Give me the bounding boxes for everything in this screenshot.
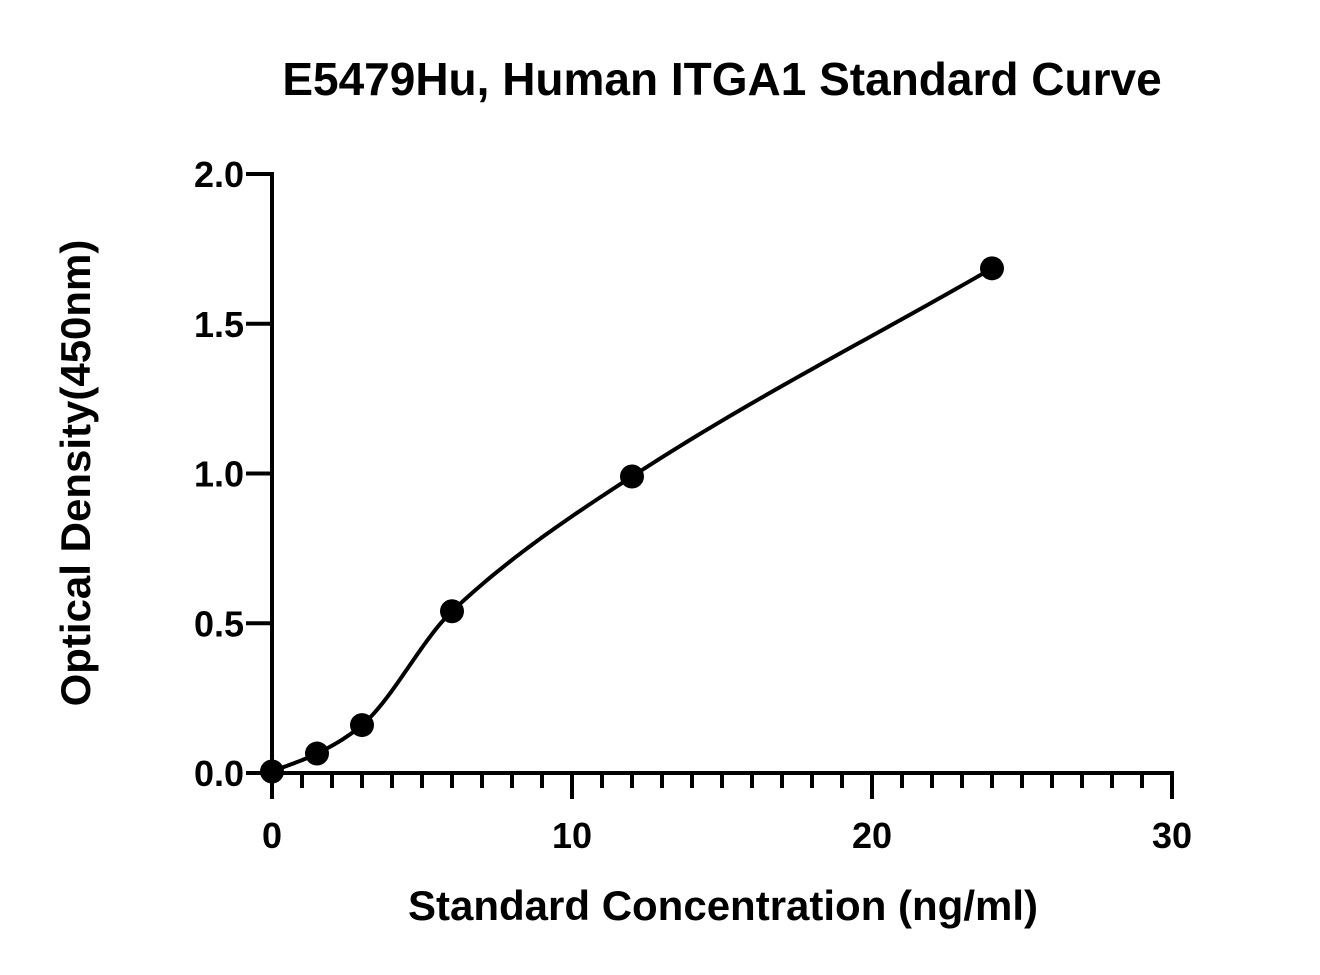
data-point-0 <box>260 759 284 784</box>
data-point-4 <box>620 464 644 489</box>
data-point-2 <box>350 713 374 738</box>
data-point-5 <box>980 256 1004 281</box>
axes: 0.0 0.5 1.0 1.5 2.0 0 10 20 30 <box>194 154 1192 856</box>
data-point-3 <box>440 599 464 624</box>
fit-curve-layer <box>271 266 993 774</box>
y-tick-label-0: 0.0 <box>194 753 244 794</box>
chart-title: E5479Hu, Human ITGA1 Standard Curve <box>282 53 1161 105</box>
y-axis-label: Optical Density(450nm) <box>52 240 99 707</box>
data-points-layer <box>260 256 1004 784</box>
x-tick-label-1: 10 <box>552 815 592 856</box>
x-tick-label-2: 20 <box>852 815 892 856</box>
fit-curve <box>271 266 993 774</box>
x-tick-label-0: 0 <box>262 815 282 856</box>
y-tick-label-4: 2.0 <box>194 154 244 195</box>
x-axis-label: Standard Concentration (ng/ml) <box>408 882 1038 929</box>
y-tick-label-1: 0.5 <box>194 603 244 644</box>
y-tick-label-3: 1.5 <box>194 304 244 345</box>
x-tick-label-3: 30 <box>1152 815 1192 856</box>
y-tick-label-2: 1.0 <box>194 454 244 495</box>
data-point-1 <box>305 741 329 766</box>
